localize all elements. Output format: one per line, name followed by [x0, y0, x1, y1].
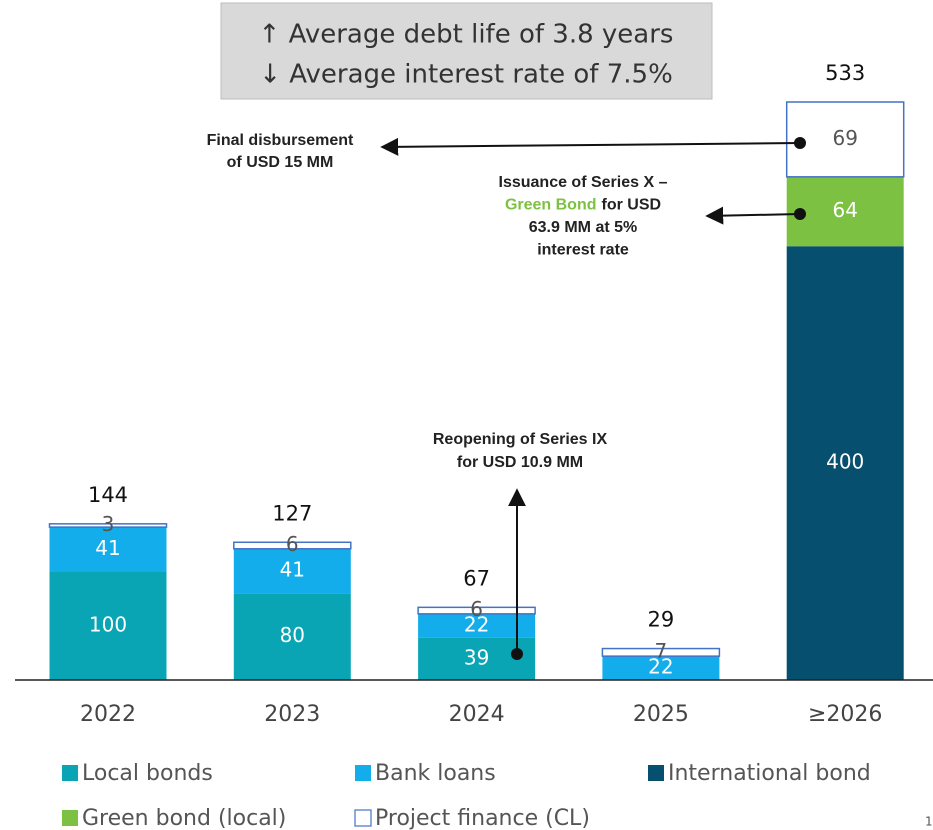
data-label: 39 [464, 645, 489, 669]
legend-swatch [62, 765, 78, 781]
page-number: 10 [925, 815, 933, 829]
legend-label: Bank loans [375, 761, 496, 786]
annotation-part: of USD 15 MM [227, 154, 334, 171]
bar-segment [49, 571, 167, 680]
legend-swatch [355, 765, 371, 781]
bar-segment [785, 101, 905, 178]
annotation-part: 63.9 MM at 5% [529, 219, 637, 236]
legend-swatch [648, 765, 664, 781]
bar-segment [602, 656, 720, 680]
x-tick-label: 2025 [633, 702, 689, 727]
arrow [380, 137, 801, 156]
arrow [705, 206, 801, 225]
annotation: Final disbursement [207, 132, 354, 149]
arrow-dot [511, 648, 523, 660]
annotation: for USD 10.9 MM [457, 454, 583, 471]
annotation: 63.9 MM at 5% [529, 219, 637, 236]
info-line: ↓ Average interest rate of 7.5% [259, 60, 673, 90]
annotation-part: Issuance of Series X – [499, 174, 668, 191]
legend-label: Green bond (local) [82, 806, 286, 830]
data-label: 80 [280, 623, 305, 647]
total-label: 29 [648, 608, 675, 632]
data-label: 64 [832, 198, 857, 222]
legend-label: Local bonds [82, 761, 213, 786]
arrow-dot [794, 208, 806, 220]
data-label: 400 [826, 450, 864, 474]
bar-segment [786, 176, 904, 247]
total-label: 533 [825, 61, 865, 85]
data-label: 69 [832, 126, 857, 150]
x-tick-label: 2023 [264, 702, 320, 727]
bar-segment [601, 647, 721, 657]
x-tick-label: ≥2026 [808, 702, 882, 727]
info-line: ↑ Average debt life of 3.8 years [259, 20, 674, 50]
annotation: of USD 15 MM [227, 154, 334, 171]
x-tick-label: 2024 [449, 702, 505, 727]
annotation-part: Green Bond [505, 197, 597, 214]
info-box [220, 2, 713, 100]
annotation-part: for USD [602, 197, 662, 214]
data-label: 41 [95, 536, 120, 560]
data-label: 22 [464, 612, 489, 636]
annotation-part: interest rate [537, 242, 629, 259]
data-label: 6 [286, 532, 299, 556]
bar-segment [48, 523, 168, 528]
bars [48, 101, 905, 681]
legend-label: International bond [668, 761, 871, 786]
data-label: 3 [102, 512, 115, 536]
annotation: interest rate [537, 242, 629, 259]
bar-segment [417, 606, 536, 615]
bar-segment [233, 593, 351, 680]
data-label: 7 [655, 639, 668, 663]
annotation-part: Reopening of Series IX [433, 431, 608, 448]
annotation: Green Bond for USD [505, 197, 661, 214]
annotation: Issuance of Series X – [499, 174, 668, 191]
bar-segment [49, 527, 167, 572]
bar-segment [233, 541, 352, 550]
annotation-part: Final disbursement [207, 132, 354, 149]
bar-segment [233, 548, 351, 594]
total-label: 67 [463, 566, 490, 590]
data-label: 100 [89, 612, 127, 636]
total-label: 127 [272, 501, 312, 525]
annotation-part: for USD 10.9 MM [457, 454, 583, 471]
data-label: 41 [280, 558, 305, 582]
bar-segment [418, 613, 536, 638]
legend-label: Project finance (CL) [375, 806, 590, 830]
data-label: 22 [648, 655, 673, 679]
arrow-dot [794, 137, 806, 149]
x-tick-label: 2022 [80, 702, 136, 727]
data-label: 6 [470, 597, 483, 621]
total-label: 144 [88, 483, 128, 507]
annotation: Reopening of Series IX [433, 431, 608, 448]
legend-swatch [354, 809, 372, 827]
bar-segment [786, 246, 904, 681]
legend-swatch [62, 810, 78, 826]
